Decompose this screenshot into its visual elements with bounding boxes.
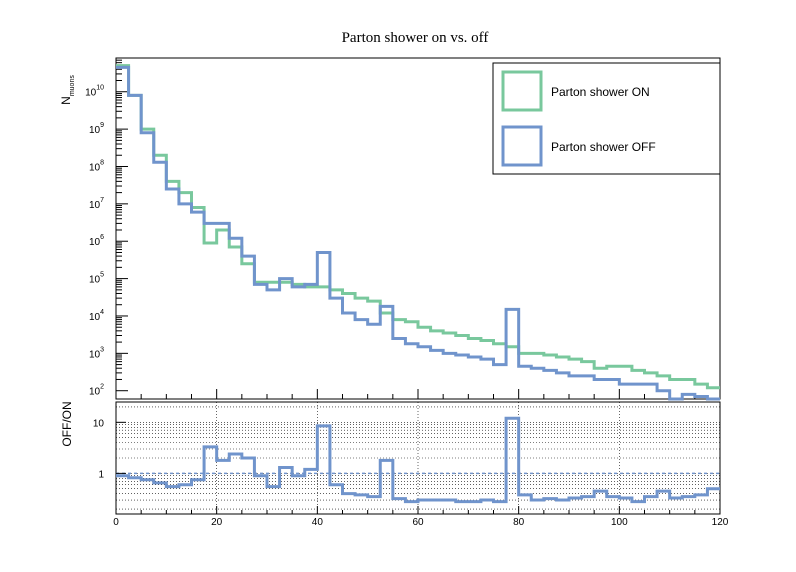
ratio-x-tick-label: 40 — [312, 517, 324, 528]
ratio-tick-labels: 0 20 40 60 80 100 120 1 10 — [93, 418, 729, 528]
legend-swatch-parton-shower-on — [501, 70, 543, 112]
main-y-tick-base: 10 — [89, 349, 101, 360]
legend-box — [492, 62, 721, 175]
main-y-tick-label: 102 — [89, 384, 104, 398]
main-y-tick-base: 10 — [89, 387, 101, 398]
main-y-tick-exponent: 10 — [96, 85, 104, 92]
ratio-x-tick-label: 80 — [513, 517, 525, 528]
main-y-tick-exponent: 9 — [100, 122, 104, 129]
main-y-tick-label: 109 — [89, 122, 104, 136]
main-y-tick-label: 1010 — [85, 85, 104, 99]
main-y-tick-base: 10 — [89, 162, 101, 173]
ratio-y-tick-label: 1 — [98, 469, 104, 480]
legend-label-parton-shower-off: Parton shower OFF — [551, 140, 656, 154]
main-y-tick-exponent: 2 — [100, 384, 104, 391]
series-line-parton-shower-off — [116, 65, 720, 401]
legend: Parton shower ON Parton shower OFF — [492, 62, 721, 175]
ratio-x-tick-label: 0 — [113, 517, 119, 528]
main-y-tick-exponent: 3 — [100, 346, 104, 353]
main-y-tick-label: 103 — [89, 346, 104, 360]
legend-swatch-parton-shower-off — [501, 125, 543, 167]
ratio-x-tick-label: 60 — [412, 517, 424, 528]
ratio-x-tick-label: 20 — [211, 517, 223, 528]
main-y-tick-label: 108 — [89, 159, 104, 173]
main-y-tick-base: 10 — [89, 237, 101, 248]
main-y-tick-label: 105 — [89, 272, 104, 286]
main-y-tick-base: 10 — [89, 275, 101, 286]
ratio-series-line — [116, 416, 720, 504]
series-line-parton-shower-on — [116, 64, 720, 390]
ratio-x-tick-label: 100 — [611, 517, 628, 528]
ratio-x-tick-label: 120 — [712, 517, 729, 528]
main-y-tick-base: 10 — [85, 88, 97, 99]
main-y-tick-exponent: 6 — [100, 234, 104, 241]
ratio-y-tick-label: 10 — [93, 418, 105, 429]
main-y-tick-exponent: 7 — [100, 197, 104, 204]
main-ticks — [115, 57, 721, 399]
main-y-axis-title: Nmuons — [59, 75, 76, 105]
main-y-tick-exponent: 8 — [100, 159, 104, 166]
chart-title: Parton shower on vs. off — [342, 30, 489, 46]
main-y-tick-exponent: 4 — [100, 309, 104, 316]
main-y-tick-base: 10 — [89, 312, 101, 323]
main-y-tick-label: 104 — [89, 309, 104, 323]
ratio-panel: 0 20 40 60 80 100 120 1 10 OFF/ON — [60, 401, 729, 528]
main-y-tick-label: 107 — [89, 197, 104, 211]
main-y-tick-label: 106 — [89, 234, 104, 248]
main-y-tick-base: 10 — [89, 200, 101, 211]
main-y-tick-base: 10 — [89, 125, 101, 136]
main-y-tick-exponent: 5 — [100, 272, 104, 279]
ratio-series — [116, 416, 720, 504]
legend-label-parton-shower-on: Parton shower ON — [551, 85, 650, 99]
ratio-y-axis-title: OFF/ON — [60, 401, 74, 446]
main-y-axis-subscript: muons — [69, 75, 76, 97]
ratio-ticks — [115, 421, 721, 514]
main-series — [116, 64, 720, 401]
